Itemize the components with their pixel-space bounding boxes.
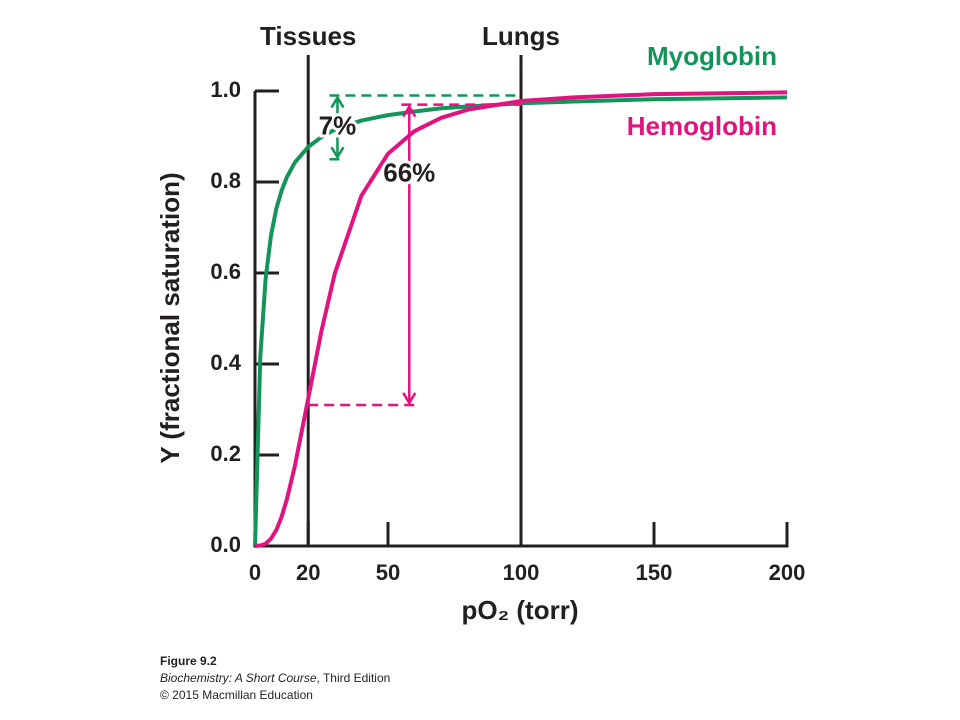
x-tick-label: 150 [636,560,673,585]
arrow-head [402,392,417,406]
figure-number: Figure 9.2 [160,654,217,668]
curve [254,90,788,548]
book-title: Biochemistry: A Short Course [160,671,317,685]
x-tick-label: 0 [249,560,261,585]
y-tick-label: 0.8 [210,168,241,193]
y-tick-label: 0.4 [210,350,241,375]
arrow-head [330,95,345,109]
x-tick-label: 100 [503,560,540,585]
legend-label: Hemoglobin [627,111,777,141]
book-credit: Biochemistry: A Short Course, Third Edit… [160,671,390,685]
copyright: © 2015 Macmillan Education [160,688,313,702]
y-tick-label: 1.0 [210,77,241,102]
y-axis-label: Y (fractional saturation) [155,172,185,463]
arrow-head [330,146,345,160]
y-tick-label: 0.2 [210,441,241,466]
reference-label: Lungs [482,21,560,51]
annotation-label: 66% [383,158,435,188]
arrow-head [402,104,417,118]
x-tick-label: 200 [769,560,806,585]
y-tick-label: 0.6 [210,259,241,284]
book-edition: , Third Edition [317,671,391,685]
annotation-label: 7% [319,110,357,140]
reference-label: Tissues [260,21,356,51]
x-axis-label: pO₂ (torr) [462,595,579,625]
x-tick-label: 20 [296,560,320,585]
legend-label: Myoglobin [647,41,777,71]
y-tick-label: 0.0 [210,532,241,557]
x-tick-label: 50 [376,560,400,585]
